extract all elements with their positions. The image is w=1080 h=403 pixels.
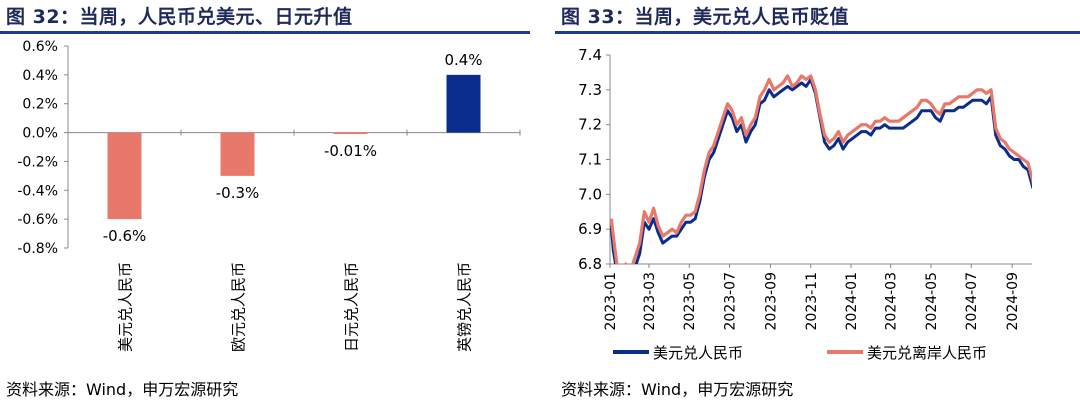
x-category-label: 欧元兑人民币 — [230, 262, 248, 352]
x-tick-label: 2023-01 — [603, 272, 619, 331]
left-bar-chart: 0.6% 0.4% 0.2% 0.0% -0.2% -0.4% -0.6% -0.8% -0.6… — [17, 39, 521, 352]
data-label: -0.3% — [216, 184, 260, 202]
y-tick-label: -0.2% — [17, 154, 58, 170]
x-tick-label: 2024-05 — [924, 272, 940, 331]
x-tick-label: 2024-09 — [1005, 272, 1021, 331]
y-tick-label: 0.6% — [22, 39, 58, 55]
x-tick-label: 2023-03 — [642, 272, 658, 331]
legend-label: 美元兑离岸人民币 — [867, 344, 987, 362]
data-label: -0.6% — [103, 227, 147, 245]
x-category-label: 日元兑人民币 — [343, 262, 361, 352]
y-tick-label: 0.2% — [22, 97, 58, 113]
bar — [107, 132, 142, 220]
bar — [446, 74, 481, 133]
x-tick-label: 2024-01 — [844, 272, 860, 331]
x-category-label: 美元兑人民币 — [117, 262, 135, 352]
y-tick-label: 7.1 — [578, 151, 602, 169]
x-tick-label: 2023-09 — [763, 272, 779, 331]
right-source-note: 资料来源：Wind，申万宏源研究 — [561, 380, 794, 399]
right-chart-panel: 图 33：当周，美元兑人民币贬值 7.4 7.3 7.2 7.1 7.0 6.9 6.8 20… — [555, 0, 1080, 403]
x-tick-label: 2023-11 — [804, 272, 820, 331]
x-tick-label: 2024-03 — [884, 272, 900, 331]
bar — [333, 132, 368, 135]
left-chart-panel: 图 32：当周，人民币兑美元、日元升值 0.6% 0.4% 0.2% 0.0% -0.2… — [0, 0, 530, 403]
left-title-rule — [0, 31, 530, 34]
x-category-label: 英镑兑人民币 — [456, 262, 474, 352]
data-label: 0.4% — [444, 51, 482, 69]
right-chart-title: 图 33：当周，美元兑人民币贬值 — [561, 6, 850, 28]
y-tick-label: -0.8% — [17, 241, 58, 257]
y-tick-label: 7.3 — [578, 81, 602, 99]
y-tick-label: 0.4% — [22, 68, 58, 84]
series-line — [610, 74, 1032, 264]
data-label: -0.01% — [324, 142, 377, 160]
y-tick-label: 7.0 — [578, 185, 602, 203]
series-line — [610, 77, 1032, 264]
bar — [220, 132, 255, 176]
y-tick-label: 0.0% — [22, 126, 58, 142]
x-tick-label: 2023-05 — [682, 272, 698, 331]
left-chart-title: 图 32：当周，人民币兑美元、日元升值 — [6, 6, 353, 28]
x-tick-label: 2024-07 — [964, 272, 980, 331]
y-tick-label: 7.4 — [578, 46, 602, 64]
y-tick-label: 6.8 — [578, 255, 602, 273]
y-tick-label: -0.6% — [17, 212, 58, 228]
right-title-rule — [555, 31, 1080, 34]
left-source-note: 资料来源：Wind，申万宏源研究 — [6, 380, 239, 399]
legend-label: 美元兑人民币 — [653, 344, 743, 362]
y-tick-label: -0.4% — [17, 183, 58, 199]
y-tick-label: 6.9 — [578, 220, 602, 238]
x-tick-label: 2023-07 — [723, 272, 739, 331]
y-tick-label: 7.2 — [578, 116, 602, 134]
